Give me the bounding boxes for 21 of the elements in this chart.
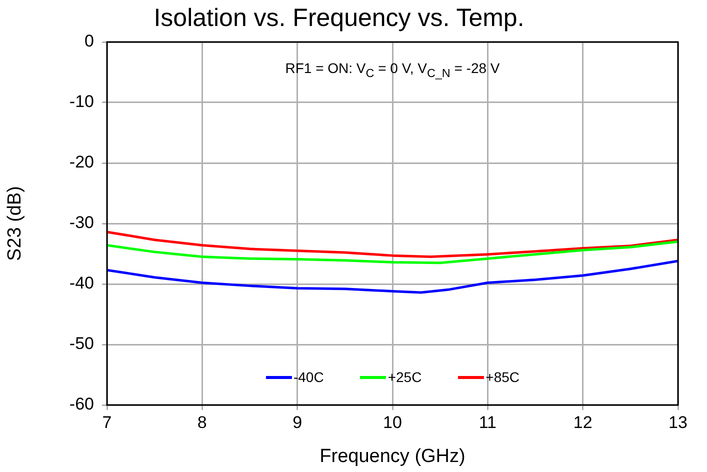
legend-label: +85C — [486, 369, 520, 385]
x-tick-label: 12 — [573, 412, 592, 432]
annotation: RF1 = ON: V$_{C}$ = 0 V, V$_{C_N}$ = -28 V — [285, 60, 500, 80]
y-axis-title: S23 (dB) — [4, 186, 26, 261]
x-tick-label: 7 — [102, 412, 112, 432]
x-tick-label: 9 — [292, 412, 302, 432]
legend-label: -40C — [293, 369, 324, 385]
y-tick-label: -10 — [69, 92, 94, 112]
y-tick-label: -30 — [69, 213, 94, 232]
x-axis-title: Frequency (GHz) — [320, 446, 466, 467]
x-tick-label: 8 — [197, 412, 207, 432]
x-tick-label: 13 — [668, 412, 688, 432]
x-tick-label: 11 — [478, 412, 496, 432]
y-tick-label: -40 — [69, 274, 94, 293]
chart-title: Isolation vs. Frequency vs. Temp. — [154, 4, 524, 32]
y-tick-label: -20 — [69, 152, 94, 172]
y-tick-label: -50 — [69, 334, 94, 354]
y-tick-label: 0 — [84, 32, 94, 51]
y-tick-label: -60 — [69, 394, 94, 414]
x-tick-label: 10 — [383, 412, 402, 432]
legend-label: +25C — [388, 369, 422, 385]
